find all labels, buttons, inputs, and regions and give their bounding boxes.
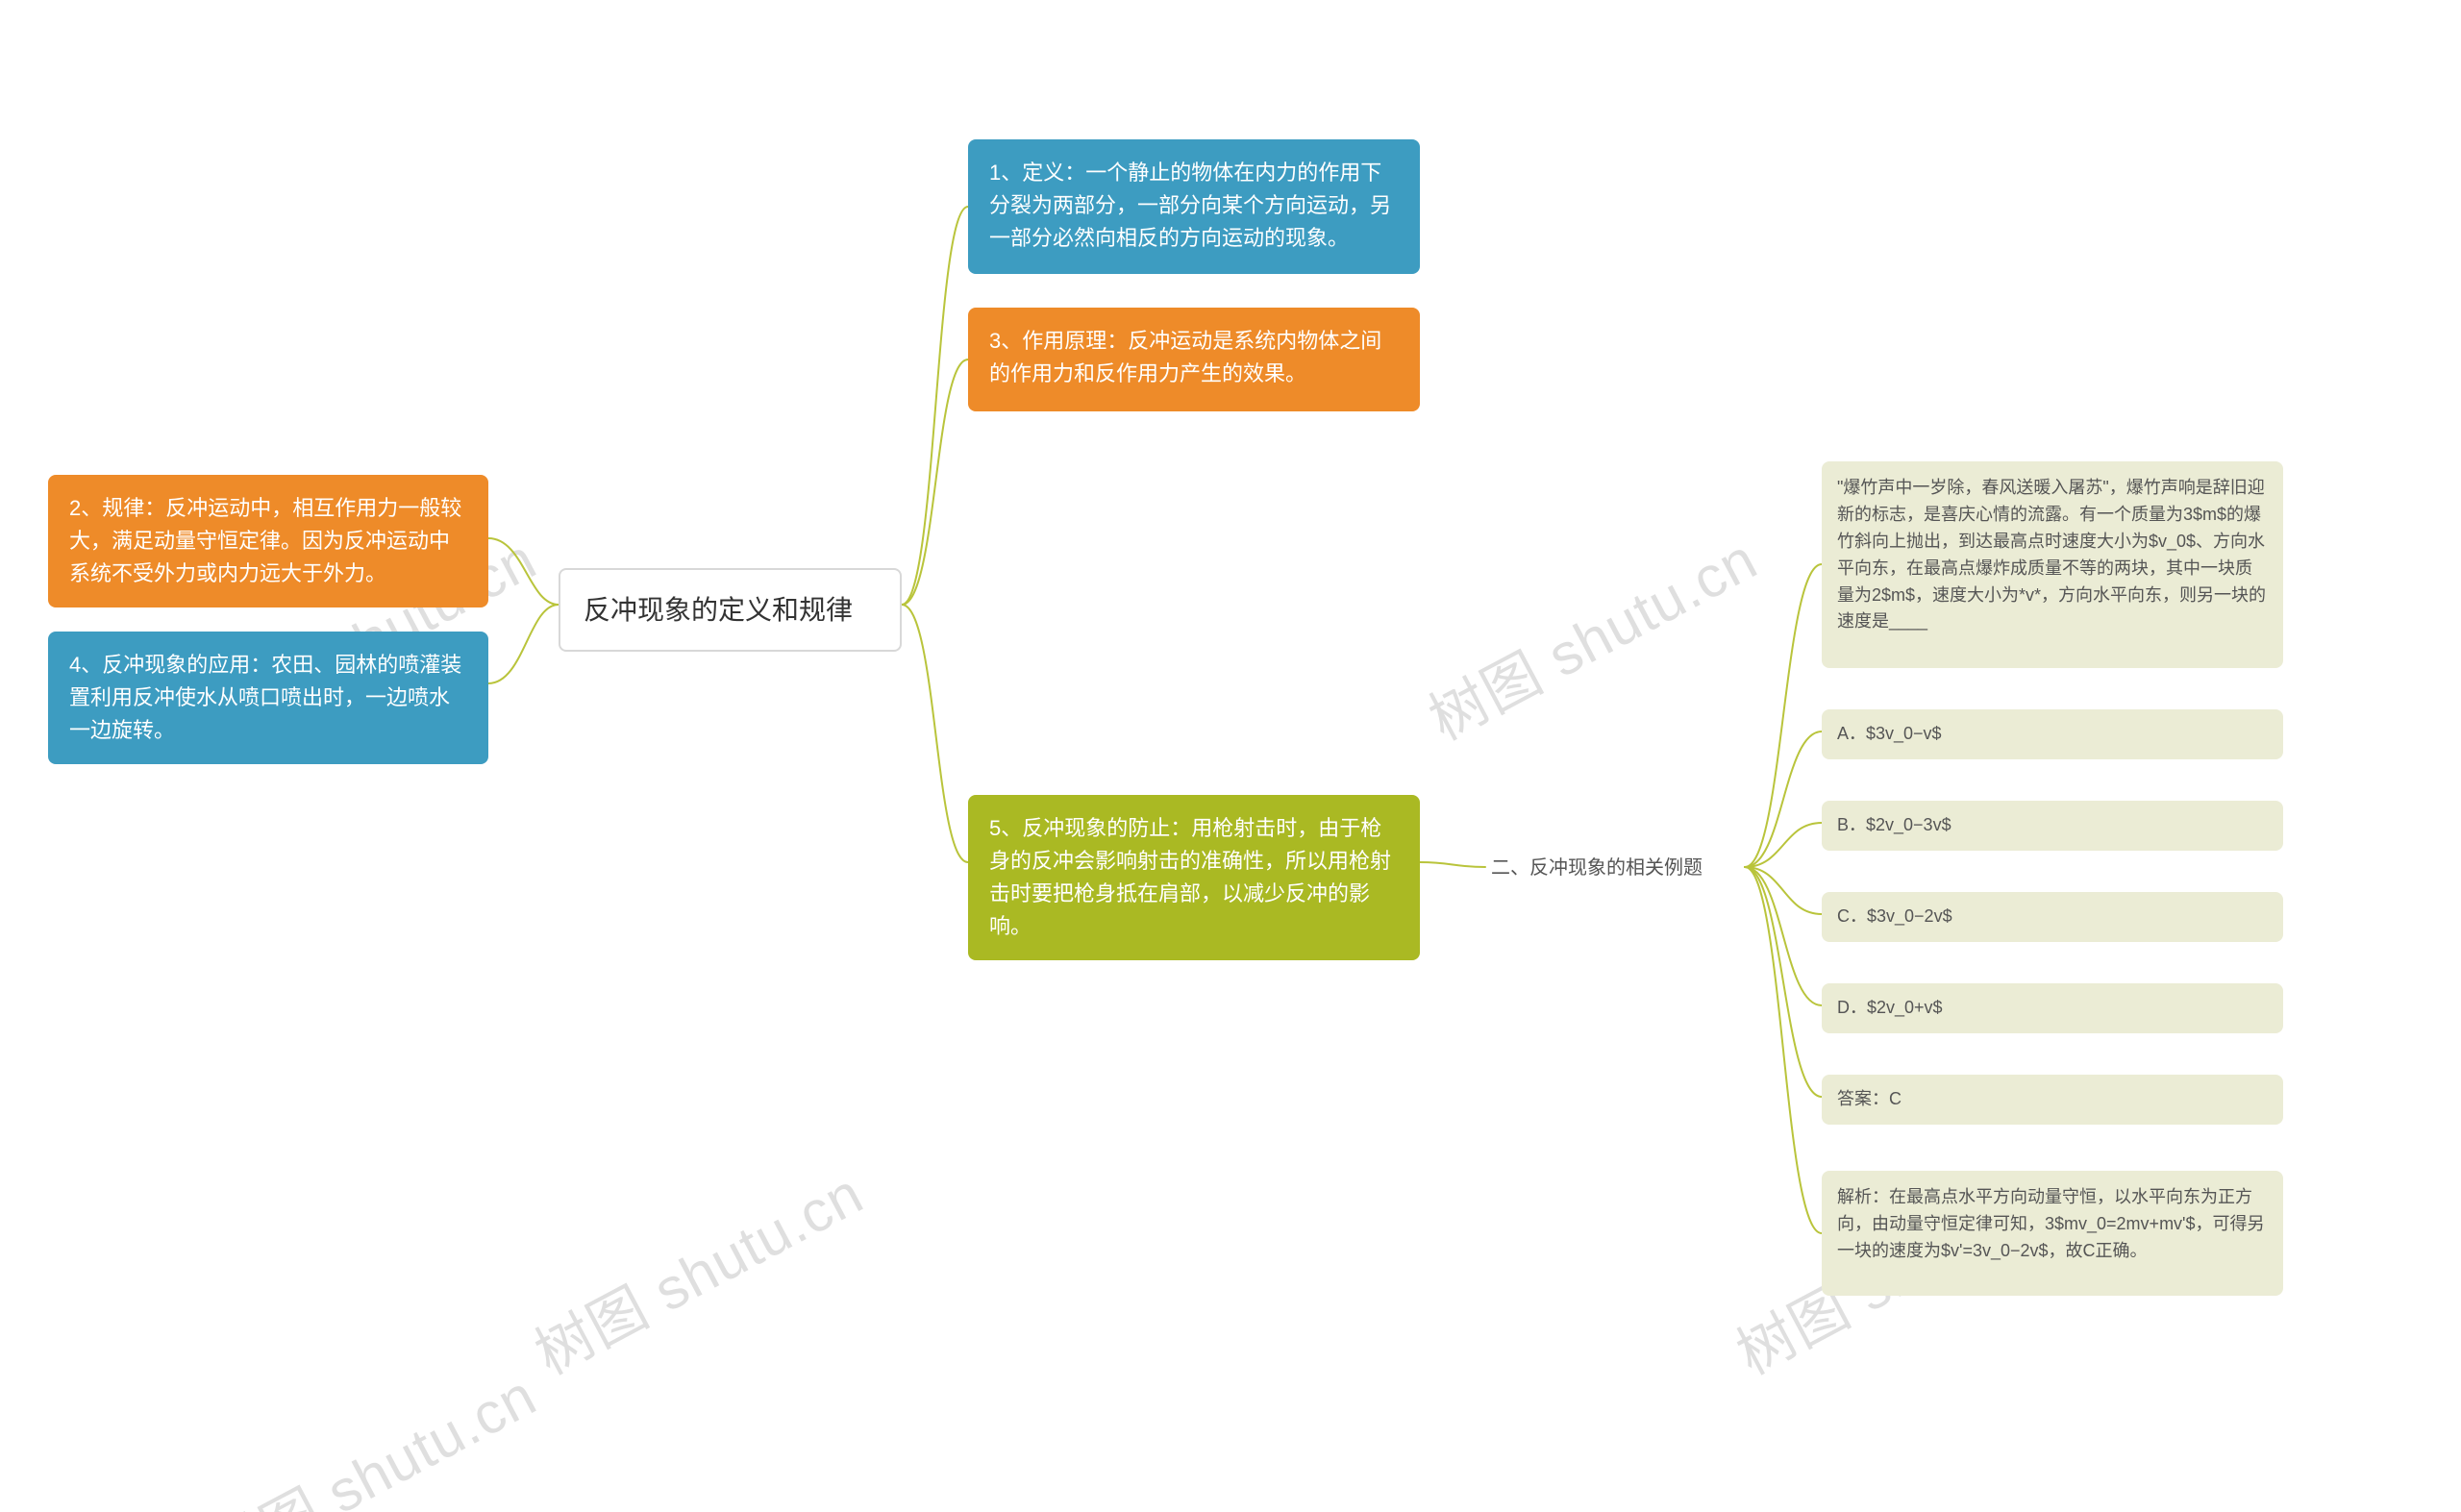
node-example-question: "爆竹声中一岁除，春风送暖入屠苏"，爆竹声响是辞旧迎新的标志，是喜庆心情的流露。… (1822, 461, 2283, 668)
node-example-option-a-label: A．$3v_0−v$ (1837, 721, 2268, 748)
node-example-option-b-label: B．$2v_0−3v$ (1837, 812, 2268, 839)
node-example-option-c-label: C．$3v_0−2v$ (1837, 904, 2268, 930)
node-application-4-label: 4、反冲现象的应用：农田、园林的喷灌装置利用反冲使水从喷口喷出时，一边喷水一边旋… (69, 649, 467, 747)
node-example-option-a: A．$3v_0−v$ (1822, 709, 2283, 759)
node-example-option-d-label: D．$2v_0+v$ (1837, 995, 2268, 1022)
node-example-question-label: "爆竹声中一岁除，春风送暖入屠苏"，爆竹声响是辞旧迎新的标志，是喜庆心情的流露。… (1837, 475, 2268, 635)
node-example-title-label: 二、反冲现象的相关例题 (1491, 854, 1739, 883)
node-example-option-b: B．$2v_0−3v$ (1822, 801, 2283, 851)
node-definition-1: 1、定义：一个静止的物体在内力的作用下分裂为两部分，一部分向某个方向运动，另一部… (968, 139, 1420, 274)
node-principle-3-label: 3、作用原理：反冲运动是系统内物体之间的作用力和反作用力产生的效果。 (989, 325, 1399, 390)
root-node-label: 反冲现象的定义和规律 (584, 589, 877, 631)
node-rule-2-label: 2、规律：反冲运动中，相互作用力一般较大，满足动量守恒定律。因为反冲运动中系统不… (69, 492, 467, 590)
node-example-option-d: D．$2v_0+v$ (1822, 983, 2283, 1033)
watermark: 树图 shutu.cn (191, 1350, 549, 1512)
node-prevention-5: 5、反冲现象的防止：用枪射击时，由于枪身的反冲会影响射击的准确性，所以用枪射击时… (968, 795, 1420, 960)
node-prevention-5-label: 5、反冲现象的防止：用枪射击时，由于枪身的反冲会影响射击的准确性，所以用枪射击时… (989, 812, 1399, 943)
watermark: 树图 shutu.cn (1412, 513, 1770, 756)
node-principle-3: 3、作用原理：反冲运动是系统内物体之间的作用力和反作用力产生的效果。 (968, 308, 1420, 411)
node-rule-2: 2、规律：反冲运动中，相互作用力一般较大，满足动量守恒定律。因为反冲运动中系统不… (48, 475, 488, 607)
root-node: 反冲现象的定义和规律 (559, 568, 902, 652)
node-example-answer-label: 答案：C (1837, 1086, 2268, 1113)
watermark: 树图 shutu.cn (518, 1148, 876, 1391)
node-example-title: 二、反冲现象的相关例题 (1485, 850, 1745, 887)
node-example-answer: 答案：C (1822, 1075, 2283, 1125)
node-example-explanation: 解析：在最高点水平方向动量守恒，以水平向东为正方向，由动量守恒定律可知，3$mv… (1822, 1171, 2283, 1296)
node-example-option-c: C．$3v_0−2v$ (1822, 892, 2283, 942)
node-definition-1-label: 1、定义：一个静止的物体在内力的作用下分裂为两部分，一部分向某个方向运动，另一部… (989, 157, 1399, 255)
node-example-explanation-label: 解析：在最高点水平方向动量守恒，以水平向东为正方向，由动量守恒定律可知，3$mv… (1837, 1184, 2268, 1265)
node-application-4: 4、反冲现象的应用：农田、园林的喷灌装置利用反冲使水从喷口喷出时，一边喷水一边旋… (48, 632, 488, 764)
